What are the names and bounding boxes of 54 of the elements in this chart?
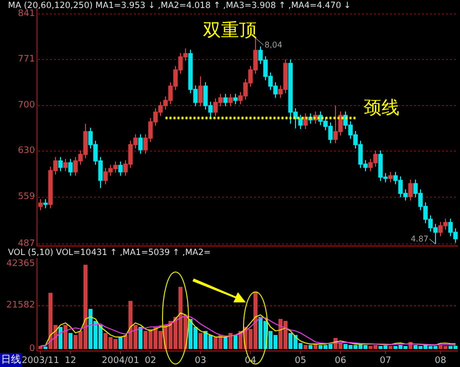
candlestick [303,112,308,130]
y-tick-label: 21582 [6,300,35,311]
y-tick-label: 700 [18,100,36,111]
bar [118,336,122,349]
bar [138,326,142,349]
x-tick-label: 08 [434,356,446,366]
y-tick-label: 42365 [6,259,35,269]
bar [228,332,232,349]
candlestick [38,198,43,211]
x-tick-label: 2004/01 [102,356,140,366]
bar [198,332,202,349]
x-tick-label: 02 [144,356,156,366]
chart-title: 双重顶 [203,20,257,41]
x-tick-label: 05 [294,356,306,366]
y-tick-label: 771 [18,54,35,64]
candlestick [388,171,393,183]
candlestick [43,198,48,209]
bar [38,346,42,349]
bar [224,336,228,349]
annotation: 4.87 [410,234,428,244]
chart-subtitle: VOL (5,10) VOL=10431 ↑ ,MA1=5039 ↑ ,MA2= [8,248,211,258]
x-tick-label: 03 [194,356,206,366]
x-tick-label: 12 [64,356,76,366]
candlestick [63,158,68,172]
candlestick [228,93,233,107]
bar [58,326,62,349]
candlestick [223,93,228,107]
bar [234,334,238,349]
y-tick-label: 630 [18,146,36,156]
annotation: 8,04 [264,40,282,50]
candlestick [138,134,143,154]
bar [388,346,392,349]
y-tick-label: 487 [18,239,35,249]
candlestick [68,158,73,176]
bar [304,344,308,349]
candlestick [298,114,303,130]
candlestick [58,156,63,172]
x-tick-label: 06 [334,356,346,366]
y-tick-label: 0 [29,344,36,354]
candlestick [233,93,238,105]
text: 日线 [1,354,21,366]
y-tick-label: 559 [18,192,36,202]
chart-subtitle: MA (20,60,120,250) MA1=3.953 ↓ ,MA2=4.018 ↑ ,MA3=3.908 ↑ ,MA4=4.470 ↓ [8,1,351,11]
x-tick-label: 07 [380,356,392,366]
bar [64,324,68,349]
y-tick-label: 841 [18,9,35,19]
bar [314,344,318,349]
candlestick [198,76,203,107]
bar [308,344,312,349]
bar [68,332,72,349]
x-tick-label: 2003/11 [22,356,60,366]
candlestick [408,179,413,201]
series-label: 颈线 [364,97,400,118]
candlestick [118,160,123,176]
